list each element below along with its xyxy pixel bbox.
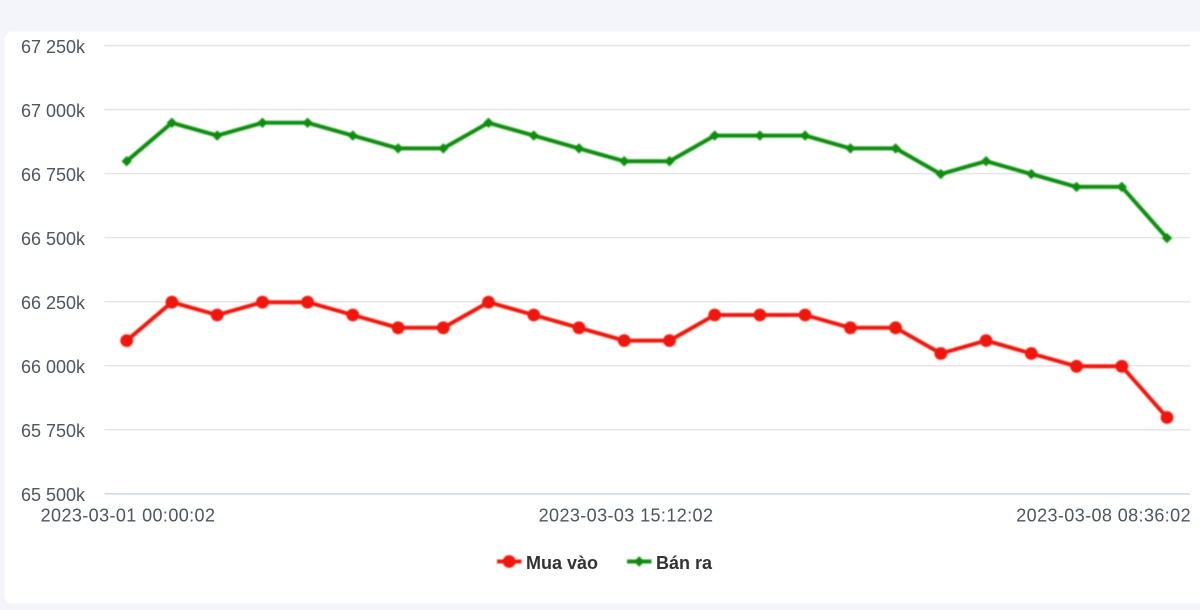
svg-text:66 500k: 66 500k: [21, 229, 86, 249]
svg-text:2023-03-03 15:12:02: 2023-03-03 15:12:02: [539, 505, 714, 525]
svg-text:2023-03-08 08:36:02: 2023-03-08 08:36:02: [1016, 505, 1191, 525]
svg-text:66 000k: 66 000k: [21, 357, 86, 377]
svg-text:67 250k: 67 250k: [21, 37, 86, 57]
svg-text:Mua vào: Mua vào: [526, 553, 598, 573]
svg-text:Bán ra: Bán ra: [656, 553, 713, 573]
svg-text:67 000k: 67 000k: [21, 101, 86, 121]
svg-text:66 750k: 66 750k: [21, 165, 86, 185]
svg-text:65 750k: 65 750k: [21, 421, 86, 441]
svg-text:2023-03-01 00:00:02: 2023-03-01 00:00:02: [41, 505, 216, 525]
svg-text:66 250k: 66 250k: [21, 293, 86, 313]
svg-text:65 500k: 65 500k: [21, 485, 86, 505]
